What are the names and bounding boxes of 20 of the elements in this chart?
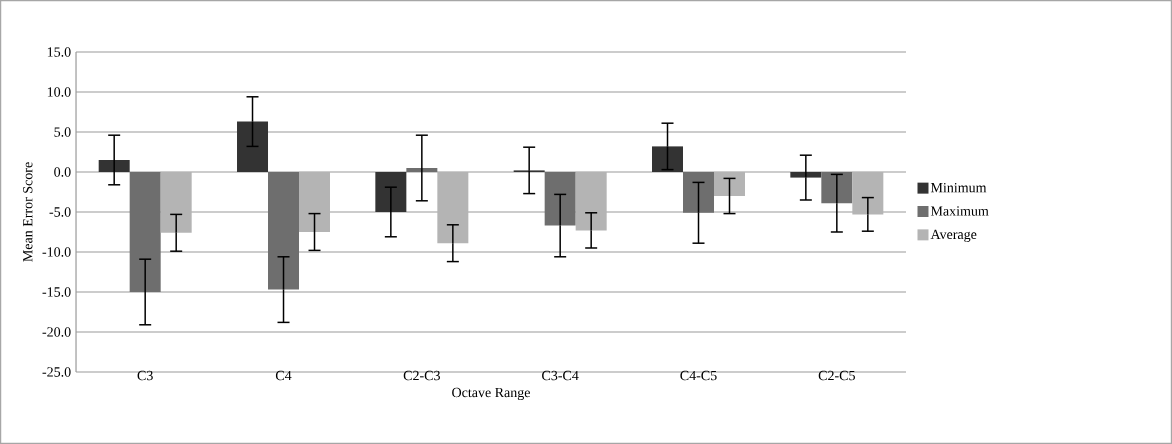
legend-label: Average <box>930 229 977 242</box>
x-tick-label: C3-C4 <box>542 370 579 381</box>
x-axis-title: Octave Range <box>452 387 530 401</box>
x-tick-label: C3 <box>137 370 153 381</box>
y-axis-title: Mean Error Score <box>23 162 33 262</box>
y-tick-label: -5.0 <box>49 207 71 217</box>
x-tick-label: C2-C3 <box>403 370 440 381</box>
legend-label: Maximum <box>930 206 989 216</box>
legend-label: Minimum <box>930 182 987 193</box>
y-tick-label: -15.0 <box>42 287 71 297</box>
y-tick-label: 5.0 <box>54 127 71 137</box>
x-tick-label: C4 <box>275 370 292 381</box>
x-tick-label: C2-C5 <box>818 370 855 381</box>
y-tick-label: 10.0 <box>47 87 71 97</box>
x-tick-label: C4-C5 <box>680 370 717 381</box>
y-tick-label: -20.0 <box>42 327 71 337</box>
y-tick-label: -25.0 <box>42 367 71 377</box>
y-tick-label: 15.0 <box>47 47 71 57</box>
y-tick-label: 0.0 <box>54 167 71 177</box>
y-tick-label: -10.0 <box>42 247 71 257</box>
